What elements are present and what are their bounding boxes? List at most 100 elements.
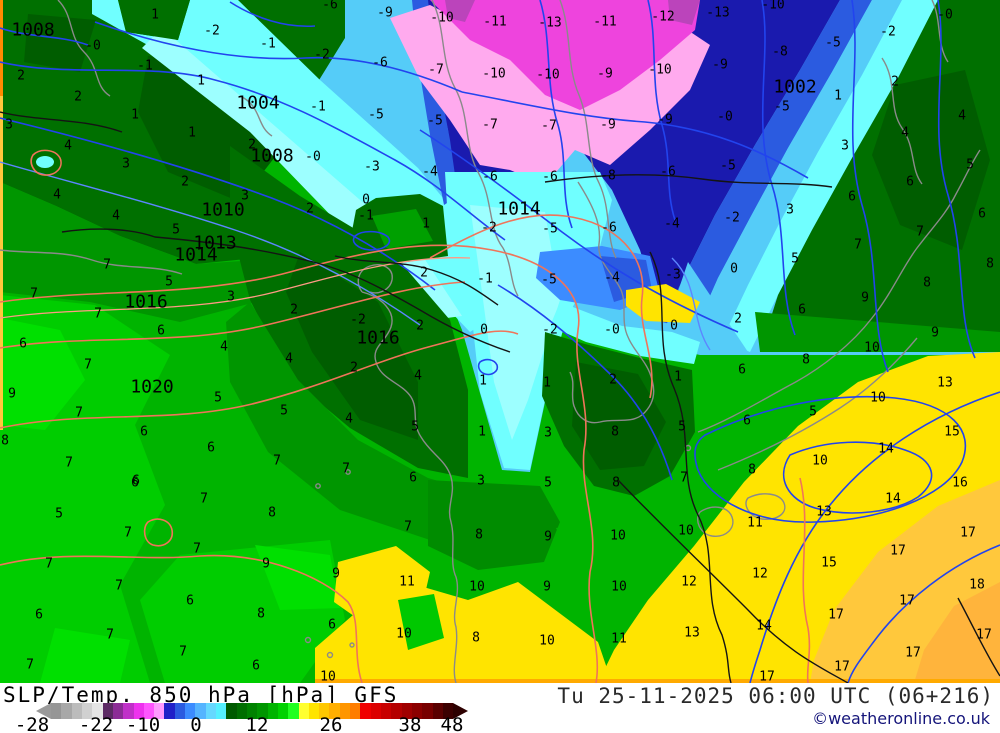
temp-label: 6 — [848, 190, 856, 205]
temp-label: 17 — [899, 594, 915, 609]
temp-label: 4 — [414, 369, 422, 384]
temp-label: -8 — [600, 169, 616, 184]
temp-label: 6 — [409, 471, 417, 486]
pressure-label: 1010 — [201, 200, 244, 221]
colorbar-cell — [360, 703, 371, 719]
temp-label: -12 — [651, 10, 674, 25]
temp-label: 5 — [55, 507, 63, 522]
copyright-link[interactable]: ©weatheronline.co.uk — [812, 709, 990, 728]
colorbar-cell — [133, 703, 144, 719]
colorbar-tick: -10 — [125, 714, 161, 733]
temp-label: 18 — [969, 578, 985, 593]
colorbar-cell — [298, 703, 309, 719]
forecast-datetime: Tu 25-11-2025 06:00 UTC (06+216) — [557, 684, 994, 708]
pressure-label: 1020 — [130, 377, 173, 398]
temp-label: 8 — [986, 257, 994, 272]
temp-label: 6 — [207, 441, 215, 456]
pressure-label: 1014 — [497, 199, 540, 220]
colorbar-cell — [236, 703, 247, 719]
colorbar-tick: 26 — [319, 714, 343, 733]
temp-label: 9 — [861, 291, 869, 306]
temp-label: -3 — [364, 160, 380, 175]
temp-label: 0 — [670, 319, 678, 334]
temp-label: -2 — [481, 221, 497, 236]
temp-label: -4 — [422, 165, 438, 180]
temp-label: 14 — [756, 619, 772, 634]
temp-label: -10 — [761, 0, 784, 13]
colorbar-cell — [246, 703, 258, 719]
temp-label: 17 — [828, 608, 844, 623]
temp-label: 8 — [802, 353, 810, 368]
colorbar-cell — [391, 703, 402, 719]
temp-label: -2 — [204, 24, 220, 39]
temp-label: 5 — [214, 391, 222, 406]
temp-label: 10 — [678, 524, 694, 539]
temp-label: 5 — [678, 420, 686, 435]
temp-label: 10 — [469, 580, 485, 595]
temp-label: 6 — [19, 337, 27, 352]
temp-label: 7 — [65, 456, 73, 471]
pressure-label: 1002 — [773, 77, 816, 98]
temp-label: 1 — [197, 74, 205, 89]
temp-label: 4 — [220, 340, 228, 355]
temp-label: 4 — [345, 412, 353, 427]
temp-label: 12 — [681, 575, 697, 590]
colorbar-cell — [288, 703, 299, 719]
temp-label: 2 — [350, 361, 358, 376]
temp-label: 10 — [611, 580, 627, 595]
colorbar-cell — [61, 703, 72, 719]
colorbar-cell — [51, 703, 62, 719]
isolines-blue — [0, 0, 1000, 683]
temp-label: 11 — [611, 632, 627, 647]
temp-label: 6 — [140, 425, 148, 440]
temp-label: 6 — [328, 618, 336, 633]
temp-label: -6 — [372, 56, 388, 71]
temp-label: -2 — [880, 25, 896, 40]
temp-label: 0 — [730, 262, 738, 277]
temp-label: 10 — [870, 391, 886, 406]
colorbar-tick: -22 — [78, 714, 114, 733]
temp-label: 10 — [864, 341, 880, 356]
temp-label: 4 — [53, 188, 61, 203]
colorbar-cell — [216, 703, 227, 719]
temp-label: 14 — [878, 442, 894, 457]
temp-label: -0 — [717, 110, 733, 125]
temp-label: -2 — [350, 313, 366, 328]
colorbar-tick: 0 — [190, 714, 202, 733]
pressure-label: 1014 — [174, 245, 217, 266]
temp-label: -6 — [322, 0, 338, 13]
temp-label: 1 — [151, 8, 159, 23]
temp-label: 7 — [45, 557, 53, 572]
temp-label: -6 — [660, 165, 676, 180]
temp-label: 1 — [543, 376, 551, 391]
temp-label: -10 — [482, 67, 505, 82]
temp-label: -9 — [377, 6, 393, 21]
temp-label: 2 — [734, 312, 742, 327]
temp-label: 3 — [122, 157, 130, 172]
temp-label: -6 — [482, 170, 498, 185]
colorbar-cell — [143, 703, 155, 719]
temp-label: 3 — [227, 290, 235, 305]
temp-label: 13 — [684, 626, 700, 641]
temp-label: 5 — [544, 476, 552, 491]
temp-label: 1 — [422, 217, 430, 232]
temp-label: 6 — [743, 414, 751, 429]
colorbar-cell — [195, 703, 206, 719]
temp-label: 4 — [901, 126, 909, 141]
temp-label: 3 — [241, 189, 249, 204]
temp-label: 17 — [960, 526, 976, 541]
temp-label: -5 — [368, 108, 384, 123]
temp-label: 12 — [752, 567, 768, 582]
temp-label: 5 — [172, 223, 180, 238]
temp-label: -10 — [648, 63, 671, 78]
temp-label: 7 — [30, 287, 38, 302]
temp-label: -0 — [937, 8, 953, 23]
temp-label: -5 — [774, 100, 790, 115]
colorbar-cell — [381, 703, 392, 719]
pressure-label: 1016 — [124, 292, 167, 313]
temp-label: 7 — [84, 358, 92, 373]
temp-label: -2 — [542, 323, 558, 338]
temp-label: 1 — [834, 89, 842, 104]
colorbar-cell — [92, 703, 103, 719]
temp-label: -1 — [358, 209, 374, 224]
